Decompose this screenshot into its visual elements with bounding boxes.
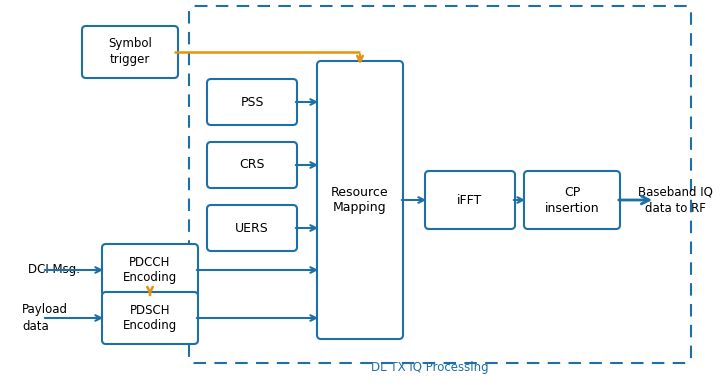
FancyBboxPatch shape [207,79,297,125]
Text: iFFT: iFFT [457,193,482,207]
Text: DCI Msg.: DCI Msg. [28,264,80,276]
FancyBboxPatch shape [102,292,198,344]
FancyBboxPatch shape [82,26,178,78]
Text: CP
insertion: CP insertion [545,186,599,215]
Text: DL TX IQ Processing: DL TX IQ Processing [372,361,489,374]
Text: PSS: PSS [240,95,264,108]
Text: UERS: UERS [235,222,269,235]
Text: PDSCH
Encoding: PDSCH Encoding [123,303,177,332]
FancyBboxPatch shape [102,244,198,296]
Text: PDCCH
Encoding: PDCCH Encoding [123,256,177,284]
Text: CRS: CRS [239,159,265,171]
Text: Payload
data: Payload data [22,303,68,332]
FancyBboxPatch shape [207,142,297,188]
Text: Baseband IQ
data to RF: Baseband IQ data to RF [638,186,712,215]
Text: Resource
Mapping: Resource Mapping [331,186,389,215]
FancyBboxPatch shape [524,171,620,229]
FancyBboxPatch shape [425,171,515,229]
Text: Symbol
trigger: Symbol trigger [108,37,152,66]
FancyBboxPatch shape [207,205,297,251]
FancyBboxPatch shape [317,61,403,339]
FancyBboxPatch shape [189,6,691,363]
